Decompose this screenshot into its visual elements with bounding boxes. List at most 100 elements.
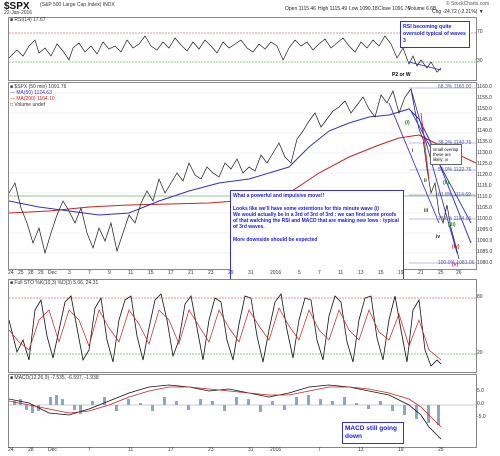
credit-text: © StockCharts.com [446, 1, 490, 7]
rsi-level-70: 70 [477, 29, 483, 35]
x-tick: 21 [188, 270, 194, 276]
price-y-11: 1110.0 [477, 194, 492, 200]
ohlc-volume: Volume 6.6B [408, 6, 437, 12]
price-y-13: 1100.0 [477, 216, 492, 222]
stoch-panel [8, 279, 477, 373]
x-tick: 28 [28, 447, 34, 453]
x-tick: 2016 [270, 270, 282, 276]
x-tick: 2016 [270, 447, 282, 453]
price-y-10: 1115.0 [477, 183, 492, 189]
wave-mark-iv: (iv) [452, 244, 460, 250]
macd-y-3: -5.0 [477, 414, 486, 420]
wave-mark-small-ii: ii [424, 178, 427, 184]
price-line [9, 88, 460, 260]
rsi-wave-label: P2 or W [392, 72, 411, 78]
x-tick: 31 [248, 447, 254, 453]
price-legend-4: □ Volume undef [10, 102, 45, 108]
x-tick: 25 [438, 270, 444, 276]
price-y-17: 1080.0 [477, 260, 493, 266]
rsi-note: RSI becoming quite oversold typical of w… [400, 21, 470, 48]
x-tick: 23 [208, 270, 214, 276]
stoch-level-20: 20 [477, 350, 483, 356]
x-tick: 7 [88, 270, 91, 276]
x-tick: 29 [228, 270, 234, 276]
fib-label-3: 50.0% 1122.75 [438, 167, 472, 173]
x-tick: 13 [358, 270, 364, 276]
stoch-d-line [9, 307, 442, 361]
x-tick: Dec [48, 270, 57, 276]
rsi-line [9, 35, 442, 73]
wave-mark-small-iii: iii [424, 208, 429, 214]
x-tick: 3 [68, 270, 71, 276]
price-y-1: 1160.0 [477, 84, 492, 90]
x-tick: 28 [28, 270, 34, 276]
ohlc-change: Chg -24.72 (-2.21%) ▼ [432, 9, 484, 15]
price-y-12: 1105.0 [477, 205, 492, 211]
x-tick: 17 [168, 270, 174, 276]
rsi-chart [9, 32, 476, 73]
ohlc-close: Close 1091.76 [378, 6, 411, 12]
price-y-8: 1125.0 [477, 161, 492, 167]
macd-note: MACD still going down [342, 422, 404, 444]
x-tick: 17 [168, 447, 174, 453]
stoch-legend: ■ Full STO %K(10,3) %D(3) 5.06, 24.31 [10, 280, 99, 286]
price-legend-1: ■ $SPX (50 min) 1091.76 [10, 84, 67, 90]
price-note-main: What a powerful and impulsive move!! Loo… [230, 190, 404, 280]
x-tick: 5 [298, 270, 301, 276]
price-legend-3: — MA(200) 1164.10 [10, 96, 55, 102]
chart-subtitle: (S&P 500 Large Cap Index) INDX [40, 2, 115, 8]
macd-legend: ■ MACD(12,26,9) -7.535, -6.597, -1.938 [10, 375, 99, 381]
x-tick: 11 [128, 447, 134, 453]
x-tick: Dec [48, 447, 57, 453]
price-y-16: 1085.0 [477, 249, 493, 255]
stoch-chart [9, 293, 476, 367]
price-legend-2: — MA(50) 1124.63 [10, 90, 52, 96]
x-tick: 24 [8, 270, 14, 276]
x-tick: 19 [398, 270, 404, 276]
stoch-k-line [9, 293, 442, 367]
wave-mark-i: (i) [405, 120, 410, 126]
x-tick: 31 [248, 270, 254, 276]
chart-date: 22-Jan-2016 [4, 10, 33, 16]
stoch-level-80: 80 [477, 294, 483, 300]
x-tick: 7 [318, 447, 321, 453]
x-tick: 7 [88, 447, 91, 453]
x-axis-bottom: 24 28 Dec 7 11 17 23 31 2016 7 13 19 25 [8, 447, 475, 455]
x-tick: 29 [38, 270, 44, 276]
x-tick: 19 [398, 447, 404, 453]
rsi-panel [8, 17, 477, 81]
rsi-legend: ■ RSI(14) 17.67 [10, 17, 46, 23]
wave-mark-small-i: i [412, 148, 414, 154]
x-tick: 24 [8, 447, 14, 453]
x-tick: 11 [338, 270, 344, 276]
fib-label-5: 78.6% 1104.06 [438, 216, 472, 222]
price-chart [9, 87, 476, 264]
x-tick: 21 [418, 270, 424, 276]
price-y-3: 1150.0 [477, 106, 492, 112]
fib-label-6: 100.0% 1081.06 [438, 260, 475, 266]
price-y-6: 1135.0 [477, 139, 492, 145]
price-y-2: 1155.0 [477, 95, 492, 101]
price-y-7: 1130.0 [477, 150, 492, 156]
x-tick: 15 [378, 270, 384, 276]
fib-label-2: 38.2% 1140.76 [438, 140, 472, 146]
x-tick: 25 [438, 447, 444, 453]
macd-panel [8, 374, 477, 448]
x-tick: 7 [318, 270, 321, 276]
x-tick: 9 [108, 270, 111, 276]
x-axis-top: 24 25 28 29 Dec 3 7 9 11 15 17 21 23 29 … [8, 270, 475, 278]
price-y-4: 1145.0 [477, 117, 492, 123]
wave-mark-v: (v) [452, 262, 459, 268]
price-y-9: 1120.0 [477, 172, 492, 178]
ohlc-high: High 1115.49 [318, 6, 348, 12]
macd-histogram [13, 395, 440, 425]
x-tick: 11 [128, 270, 134, 276]
ohlc-open: Open 1115.46 [285, 6, 316, 12]
price-y-14: 1095.0 [477, 227, 493, 233]
chart-symbol: $SPX [4, 1, 30, 12]
x-tick: 25 [18, 270, 24, 276]
macd-chart [9, 384, 476, 440]
x-tick: 15 [148, 270, 154, 276]
price-note-small: small overlap these are likely: iv [430, 144, 462, 165]
x-tick: 13 [358, 447, 364, 453]
